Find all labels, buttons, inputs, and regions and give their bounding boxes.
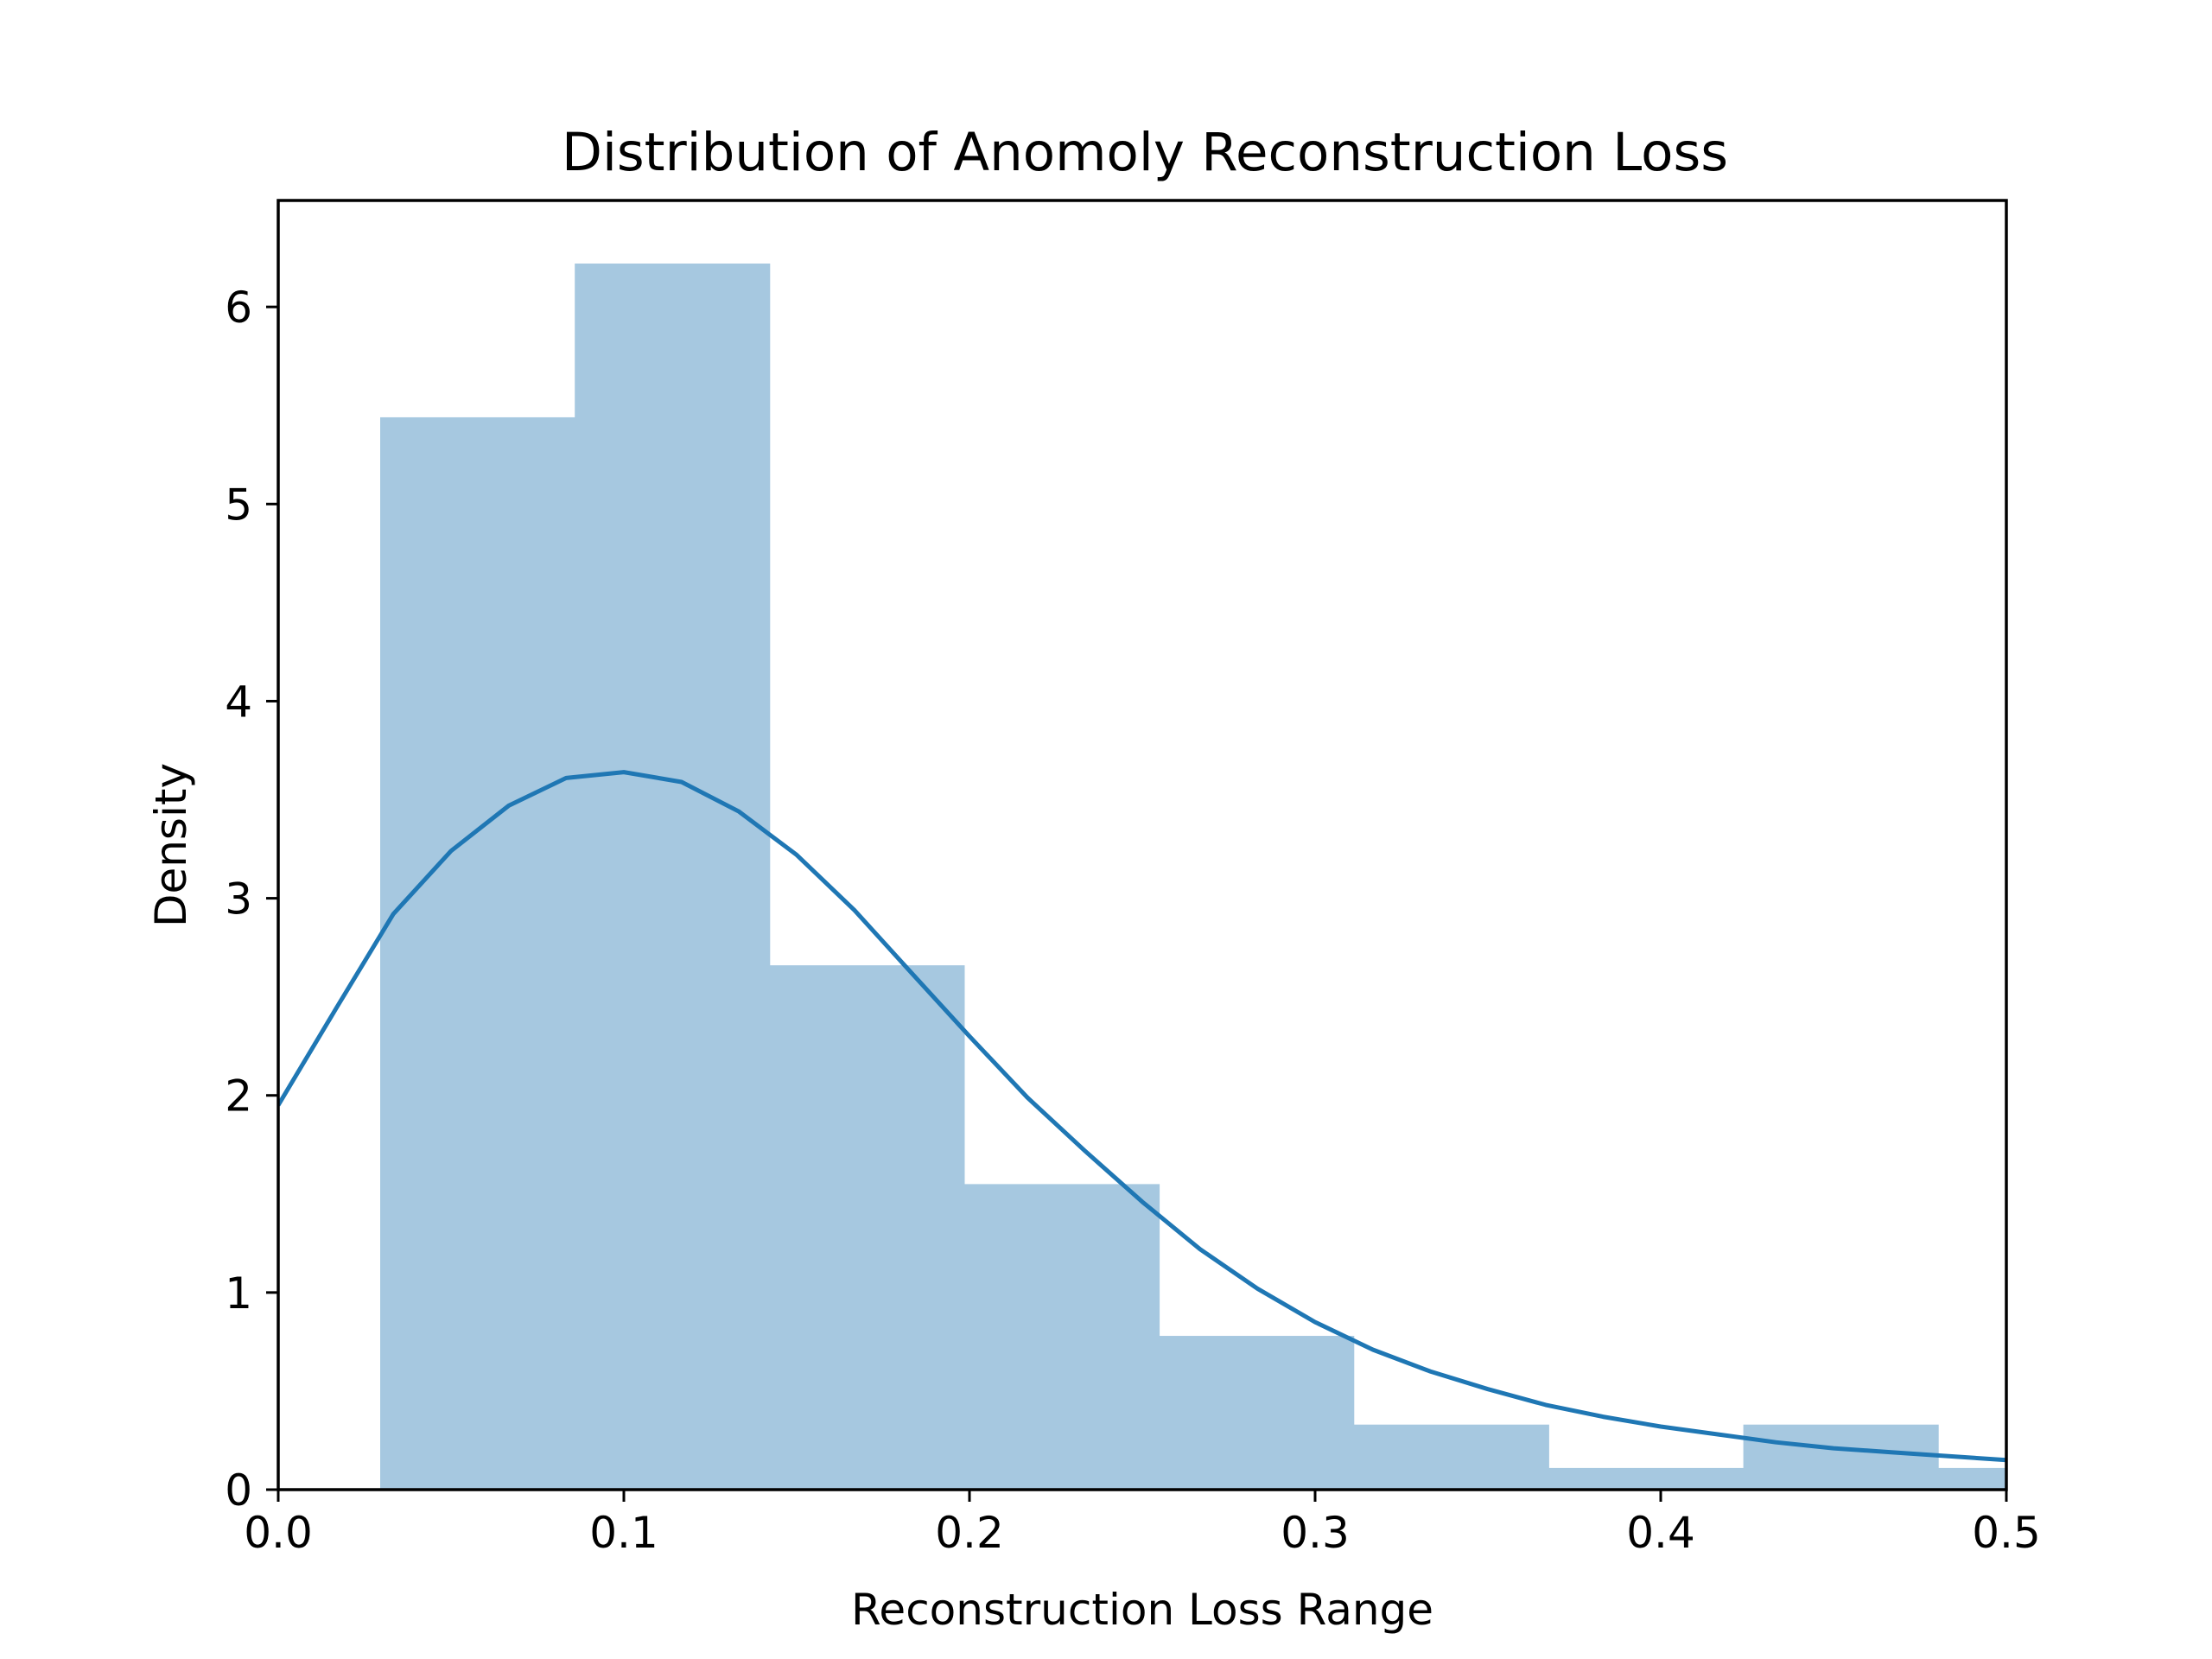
y-tick-label: 0 [225, 1465, 252, 1516]
histogram-bar [380, 416, 575, 1490]
histogram-bar [964, 1184, 1160, 1490]
kde-curve [278, 770, 2006, 1463]
x-axis: 0.0 0.1 0.2 0.3 0.4 0.5 [244, 1490, 2041, 1558]
histogram-bar [1159, 1336, 1355, 1490]
x-tick-label: 0.0 [244, 1508, 313, 1558]
y-tick-label: 1 [225, 1268, 252, 1319]
histogram-bar [1743, 1424, 1939, 1490]
y-tick-label: 3 [225, 874, 252, 925]
y-axis-label: Density [146, 763, 196, 927]
y-tick-label: 5 [225, 480, 252, 530]
histogram-bar [575, 264, 771, 1490]
histogram-bar [1938, 1467, 2006, 1490]
x-tick-label: 0.1 [589, 1508, 658, 1558]
plot-frame [276, 199, 2008, 1491]
histogram-bar [1548, 1467, 1745, 1490]
y-tick-label: 6 [225, 283, 252, 333]
kde-curve-layer [278, 770, 2006, 1463]
histogram-bar [1353, 1424, 1549, 1490]
plot-area [276, 199, 2008, 1491]
x-tick-label: 0.2 [935, 1508, 1004, 1558]
x-axis-label: Reconstruction Loss Range [851, 1585, 1433, 1635]
histogram-bar [769, 965, 965, 1490]
x-tick-label: 0.3 [1281, 1508, 1350, 1558]
y-axis: 0 1 2 3 4 5 6 [225, 283, 278, 1516]
x-tick-label: 0.4 [1626, 1508, 1695, 1558]
y-tick-label: 2 [225, 1071, 252, 1122]
chart-title: Distribution of Anomoly Reconstruction L… [562, 122, 1728, 183]
x-tick-label: 0.5 [1972, 1508, 2041, 1558]
y-tick-label: 4 [225, 677, 252, 727]
histogram-bars [380, 264, 2006, 1490]
